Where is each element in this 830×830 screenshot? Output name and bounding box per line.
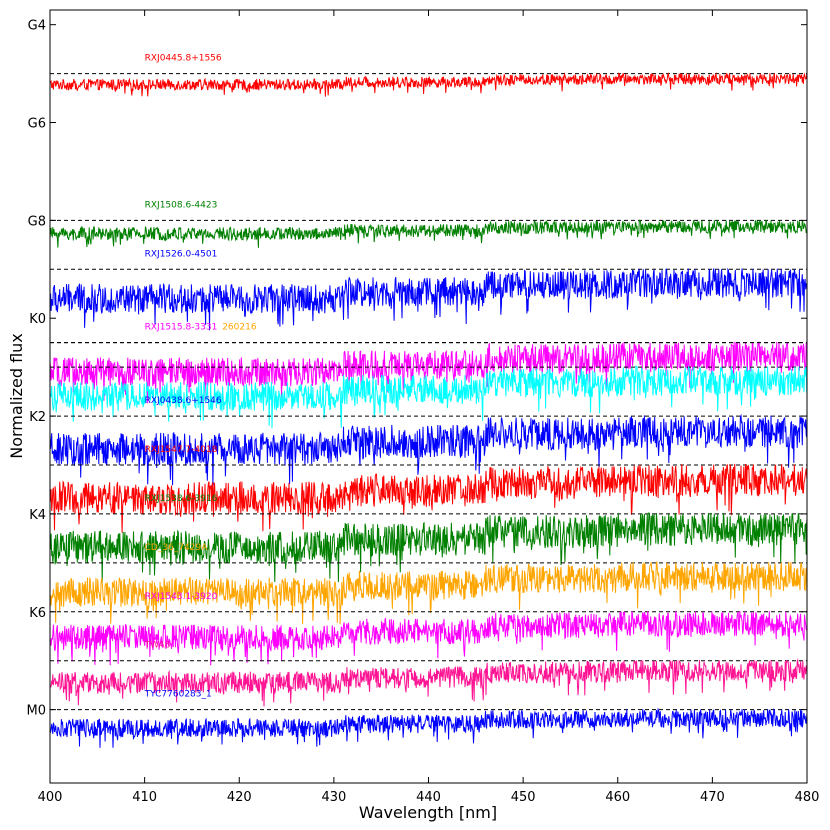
x-axis-ticks: 400 410 420 430 440 450 460 470 480 bbox=[38, 10, 820, 805]
series-label: TWA8 bbox=[144, 641, 171, 651]
y-axis-label: Normalized flux bbox=[7, 333, 26, 459]
x-tick-label: 430 bbox=[321, 790, 346, 805]
spectrum-line bbox=[50, 658, 807, 707]
series-label: RXJ1526.0-4501 bbox=[145, 249, 218, 259]
spectrum-line bbox=[50, 561, 807, 625]
y-tick-label: K0 bbox=[29, 312, 46, 327]
spectrum-line bbox=[50, 463, 807, 533]
spectrum-line bbox=[50, 267, 807, 331]
series-labels: RXJ0445.8+1556 RXJ1508.6-4423 RXJ1526.0-45… bbox=[144, 54, 257, 700]
x-tick-label: 440 bbox=[416, 790, 441, 805]
series-layer bbox=[50, 72, 807, 748]
y-tick-label: K6 bbox=[29, 606, 46, 621]
x-tick-label: 400 bbox=[38, 790, 63, 805]
x-tick-label: 450 bbox=[511, 790, 536, 805]
series-label: RXJ1538.6-3916 bbox=[145, 494, 218, 504]
series-label: RXJ0445.8+1556 bbox=[145, 54, 222, 64]
spectrum-line bbox=[50, 341, 807, 404]
x-tick-label: 470 bbox=[700, 790, 725, 805]
x-tick-label: 460 bbox=[605, 790, 630, 805]
spectrum-line bbox=[50, 610, 807, 666]
spectrum-line bbox=[50, 511, 807, 583]
series-label: RXJ1508.6-4423 bbox=[145, 200, 218, 210]
y-tick-label: G8 bbox=[28, 214, 46, 229]
spectrum-line bbox=[50, 72, 807, 97]
series-label: RXJ1547.7-4018 bbox=[145, 445, 218, 455]
x-tick-label: 410 bbox=[132, 790, 157, 805]
series-label: RXJ1543.1-3920 bbox=[145, 592, 218, 602]
series-label: 260216 bbox=[222, 323, 257, 333]
y-tick-label: G4 bbox=[28, 19, 46, 34]
x-tick-label: 480 bbox=[795, 790, 820, 805]
spectrum-line bbox=[50, 707, 807, 748]
y-axis-ticks: G4 G6 G8 K0 K2 K4 K6 M0 bbox=[27, 19, 807, 719]
series-label: RXJ0438.6+1546 bbox=[145, 396, 222, 406]
y-tick-label: M0 bbox=[27, 704, 47, 719]
y-tick-label: K2 bbox=[29, 410, 46, 425]
spectrum-line bbox=[50, 413, 807, 486]
spectrum-line bbox=[50, 219, 807, 248]
x-axis-label: Wavelength [nm] bbox=[359, 803, 497, 822]
y-tick-label: K4 bbox=[29, 508, 46, 523]
series-label: CD_36_7429A bbox=[145, 543, 209, 553]
series-label: RXJ1515.8-3331 bbox=[145, 323, 218, 333]
spectrum-line bbox=[50, 365, 807, 429]
x-tick-label: 420 bbox=[227, 790, 252, 805]
series-label: TYC7760283_1 bbox=[144, 690, 212, 700]
y-tick-label: G6 bbox=[28, 117, 46, 132]
